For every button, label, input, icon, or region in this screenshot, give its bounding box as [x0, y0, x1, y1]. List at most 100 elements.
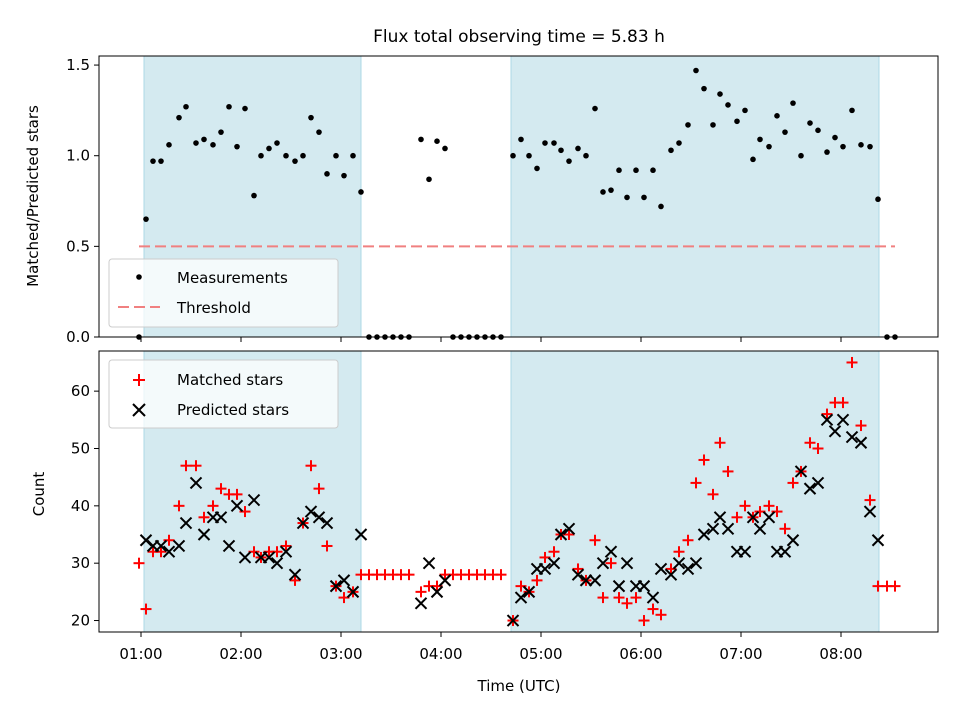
- predicted-star-x-b: [247, 493, 261, 507]
- matched-star-point: [655, 609, 667, 621]
- predicted-star-x-b: [304, 505, 318, 518]
- predicted-star-x-b: [854, 436, 868, 449]
- predicted-star-point: [304, 505, 318, 518]
- predicted-star-point: [312, 511, 326, 524]
- predicted-star-point: [654, 562, 668, 576]
- measurement-point: [608, 187, 614, 193]
- matched-star-point: [531, 574, 543, 586]
- measurement-point: [583, 152, 589, 159]
- measurement-point: [875, 196, 881, 203]
- matched-star-point: [589, 534, 601, 546]
- predicted-star-point: [571, 568, 585, 581]
- predicted-star-x-b: [721, 522, 735, 535]
- bottom-x-tick-label: 08:00: [819, 645, 862, 663]
- measurement-point: [750, 156, 756, 163]
- matched-star-points: [133, 356, 901, 627]
- measurement-point: [434, 138, 440, 145]
- predicted-star-x-b: [588, 574, 602, 587]
- predicted-star-point: [538, 562, 552, 576]
- matched-star-point: [630, 592, 642, 604]
- predicted-star-point: [836, 413, 850, 427]
- measurement-point: [210, 142, 216, 148]
- legend-measurements-marker: [136, 274, 142, 280]
- bottom-x-tick-label: 02:00: [219, 645, 262, 663]
- predicted-star-x-b: [654, 562, 668, 576]
- top-x-ticks: [140, 337, 842, 342]
- measurement-point: [518, 136, 524, 143]
- measurement-point: [308, 114, 314, 121]
- shaded-region-2: [510, 55, 880, 338]
- predicted-star-point: [262, 551, 276, 564]
- measurement-point: [218, 129, 224, 135]
- predicted-star-x-b: [506, 614, 520, 627]
- predicted-star-x-b: [620, 556, 634, 570]
- matched-star-point: [495, 569, 507, 581]
- matched-star-point: [548, 546, 560, 558]
- predicted-star-point: [562, 522, 576, 535]
- predicted-star-point: [514, 591, 528, 604]
- matched-star-point: [215, 483, 227, 495]
- predicted-star-x-b: [828, 425, 842, 438]
- measurement-point: [867, 143, 873, 150]
- legend-matched-marker: [133, 374, 145, 386]
- bottom-x-tick-label: 03:00: [319, 645, 362, 663]
- predicted-star-point: [554, 528, 568, 541]
- measurement-point: [274, 140, 280, 146]
- predicted-star-point: [681, 562, 695, 576]
- bottom-y-tick-label: 50: [71, 439, 90, 457]
- predicted-star-x-b: [214, 511, 228, 524]
- predicted-star-point: [414, 597, 428, 610]
- top-y-tick-label: 1.0: [66, 147, 90, 165]
- matched-star-point: [698, 454, 710, 466]
- measurement-point: [798, 152, 804, 159]
- predicted-star-x-b: [329, 579, 343, 593]
- predicted-star-x-b: [189, 476, 203, 490]
- measurement-point: [341, 172, 347, 179]
- predicted-star-x-b: [786, 534, 800, 547]
- top-panel: 0.0 0.5 1.0 1.5 Matched/Predicted stars Mea…: [24, 55, 939, 346]
- predicted-star-x-b: [845, 430, 859, 444]
- predicted-star-point: [522, 585, 536, 599]
- measurement-point: [551, 140, 557, 146]
- predicted-star-point: [320, 516, 334, 530]
- predicted-star-point: [179, 516, 193, 530]
- matched-star-point: [289, 574, 301, 586]
- matched-star-point: [621, 597, 633, 609]
- matched-star-point: [313, 483, 325, 495]
- top-y-axis-label: Matched/Predicted stars: [24, 105, 42, 287]
- measurement-point: [566, 158, 572, 164]
- predicted-star-x-b: [871, 534, 885, 547]
- predicted-star-x-b: [346, 585, 360, 599]
- bottom-plot-frame: [98, 350, 939, 633]
- bottom-x-ticks: 01:00 02:00 03:00 04:00 05:00 06:00 07:00 08:00: [119, 632, 863, 663]
- measurement-point: [176, 114, 182, 121]
- measurement-point: [701, 85, 707, 92]
- measurement-point: [266, 145, 272, 152]
- measurement-point: [300, 152, 306, 159]
- measurement-point: [824, 149, 830, 155]
- matched-star-point: [431, 580, 443, 592]
- predicted-star-point: [197, 528, 211, 541]
- legend-threshold-label: Threshold: [176, 299, 251, 317]
- matched-star-point: [707, 488, 719, 500]
- predicted-star-x-b: [172, 539, 186, 553]
- matched-star-point: [207, 500, 219, 512]
- predicted-star-point: [346, 585, 360, 599]
- predicted-star-x-b: [288, 568, 302, 581]
- measurement-point: [150, 158, 156, 164]
- predicted-star-point: [337, 574, 351, 587]
- predicted-star-point: [845, 430, 859, 444]
- matched-star-point: [638, 615, 650, 627]
- predicted-star-x-b: [414, 597, 428, 610]
- matched-star-point: [280, 540, 292, 552]
- predicted-star-x-b: [522, 585, 536, 599]
- predicted-star-point: [778, 545, 792, 558]
- predicted-star-x-b: [753, 522, 767, 535]
- measurement-point: [840, 143, 846, 150]
- predicted-star-point: [189, 476, 203, 490]
- measurement-point: [782, 129, 788, 135]
- predicted-star-x-b: [612, 579, 626, 593]
- measurement-point: [693, 67, 699, 74]
- measurement-point: [710, 122, 716, 128]
- predicted-star-point: [329, 579, 343, 593]
